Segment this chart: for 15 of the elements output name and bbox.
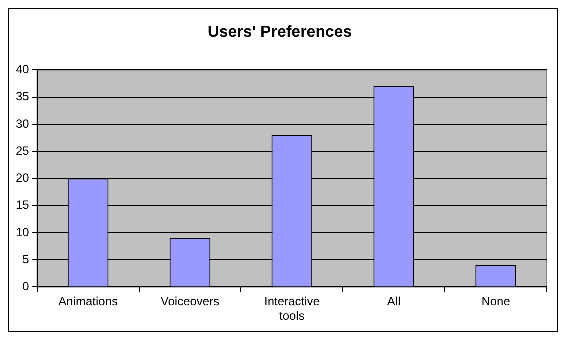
y-tick-label: 20 <box>16 171 30 186</box>
x-tick-label: Animations <box>58 294 118 309</box>
y-tick-label: 35 <box>16 90 30 104</box>
y-tick-label: 10 <box>16 225 30 240</box>
x-tick-label: None <box>482 294 511 309</box>
y-tick-label: 0 <box>22 280 30 294</box>
x-tick-label: Voiceovers <box>160 294 220 309</box>
x-tick-label: All <box>387 294 401 309</box>
x-tick-label: Interactive tools <box>264 294 320 324</box>
y-tick-label: 30 <box>16 116 30 131</box>
y-tick-label: 15 <box>16 198 30 212</box>
y-tick-label: 40 <box>16 62 30 77</box>
chart-title: Users' Preferences <box>208 24 352 42</box>
y-tick-label: 5 <box>22 252 30 266</box>
y-tick-label: 25 <box>16 144 30 158</box>
